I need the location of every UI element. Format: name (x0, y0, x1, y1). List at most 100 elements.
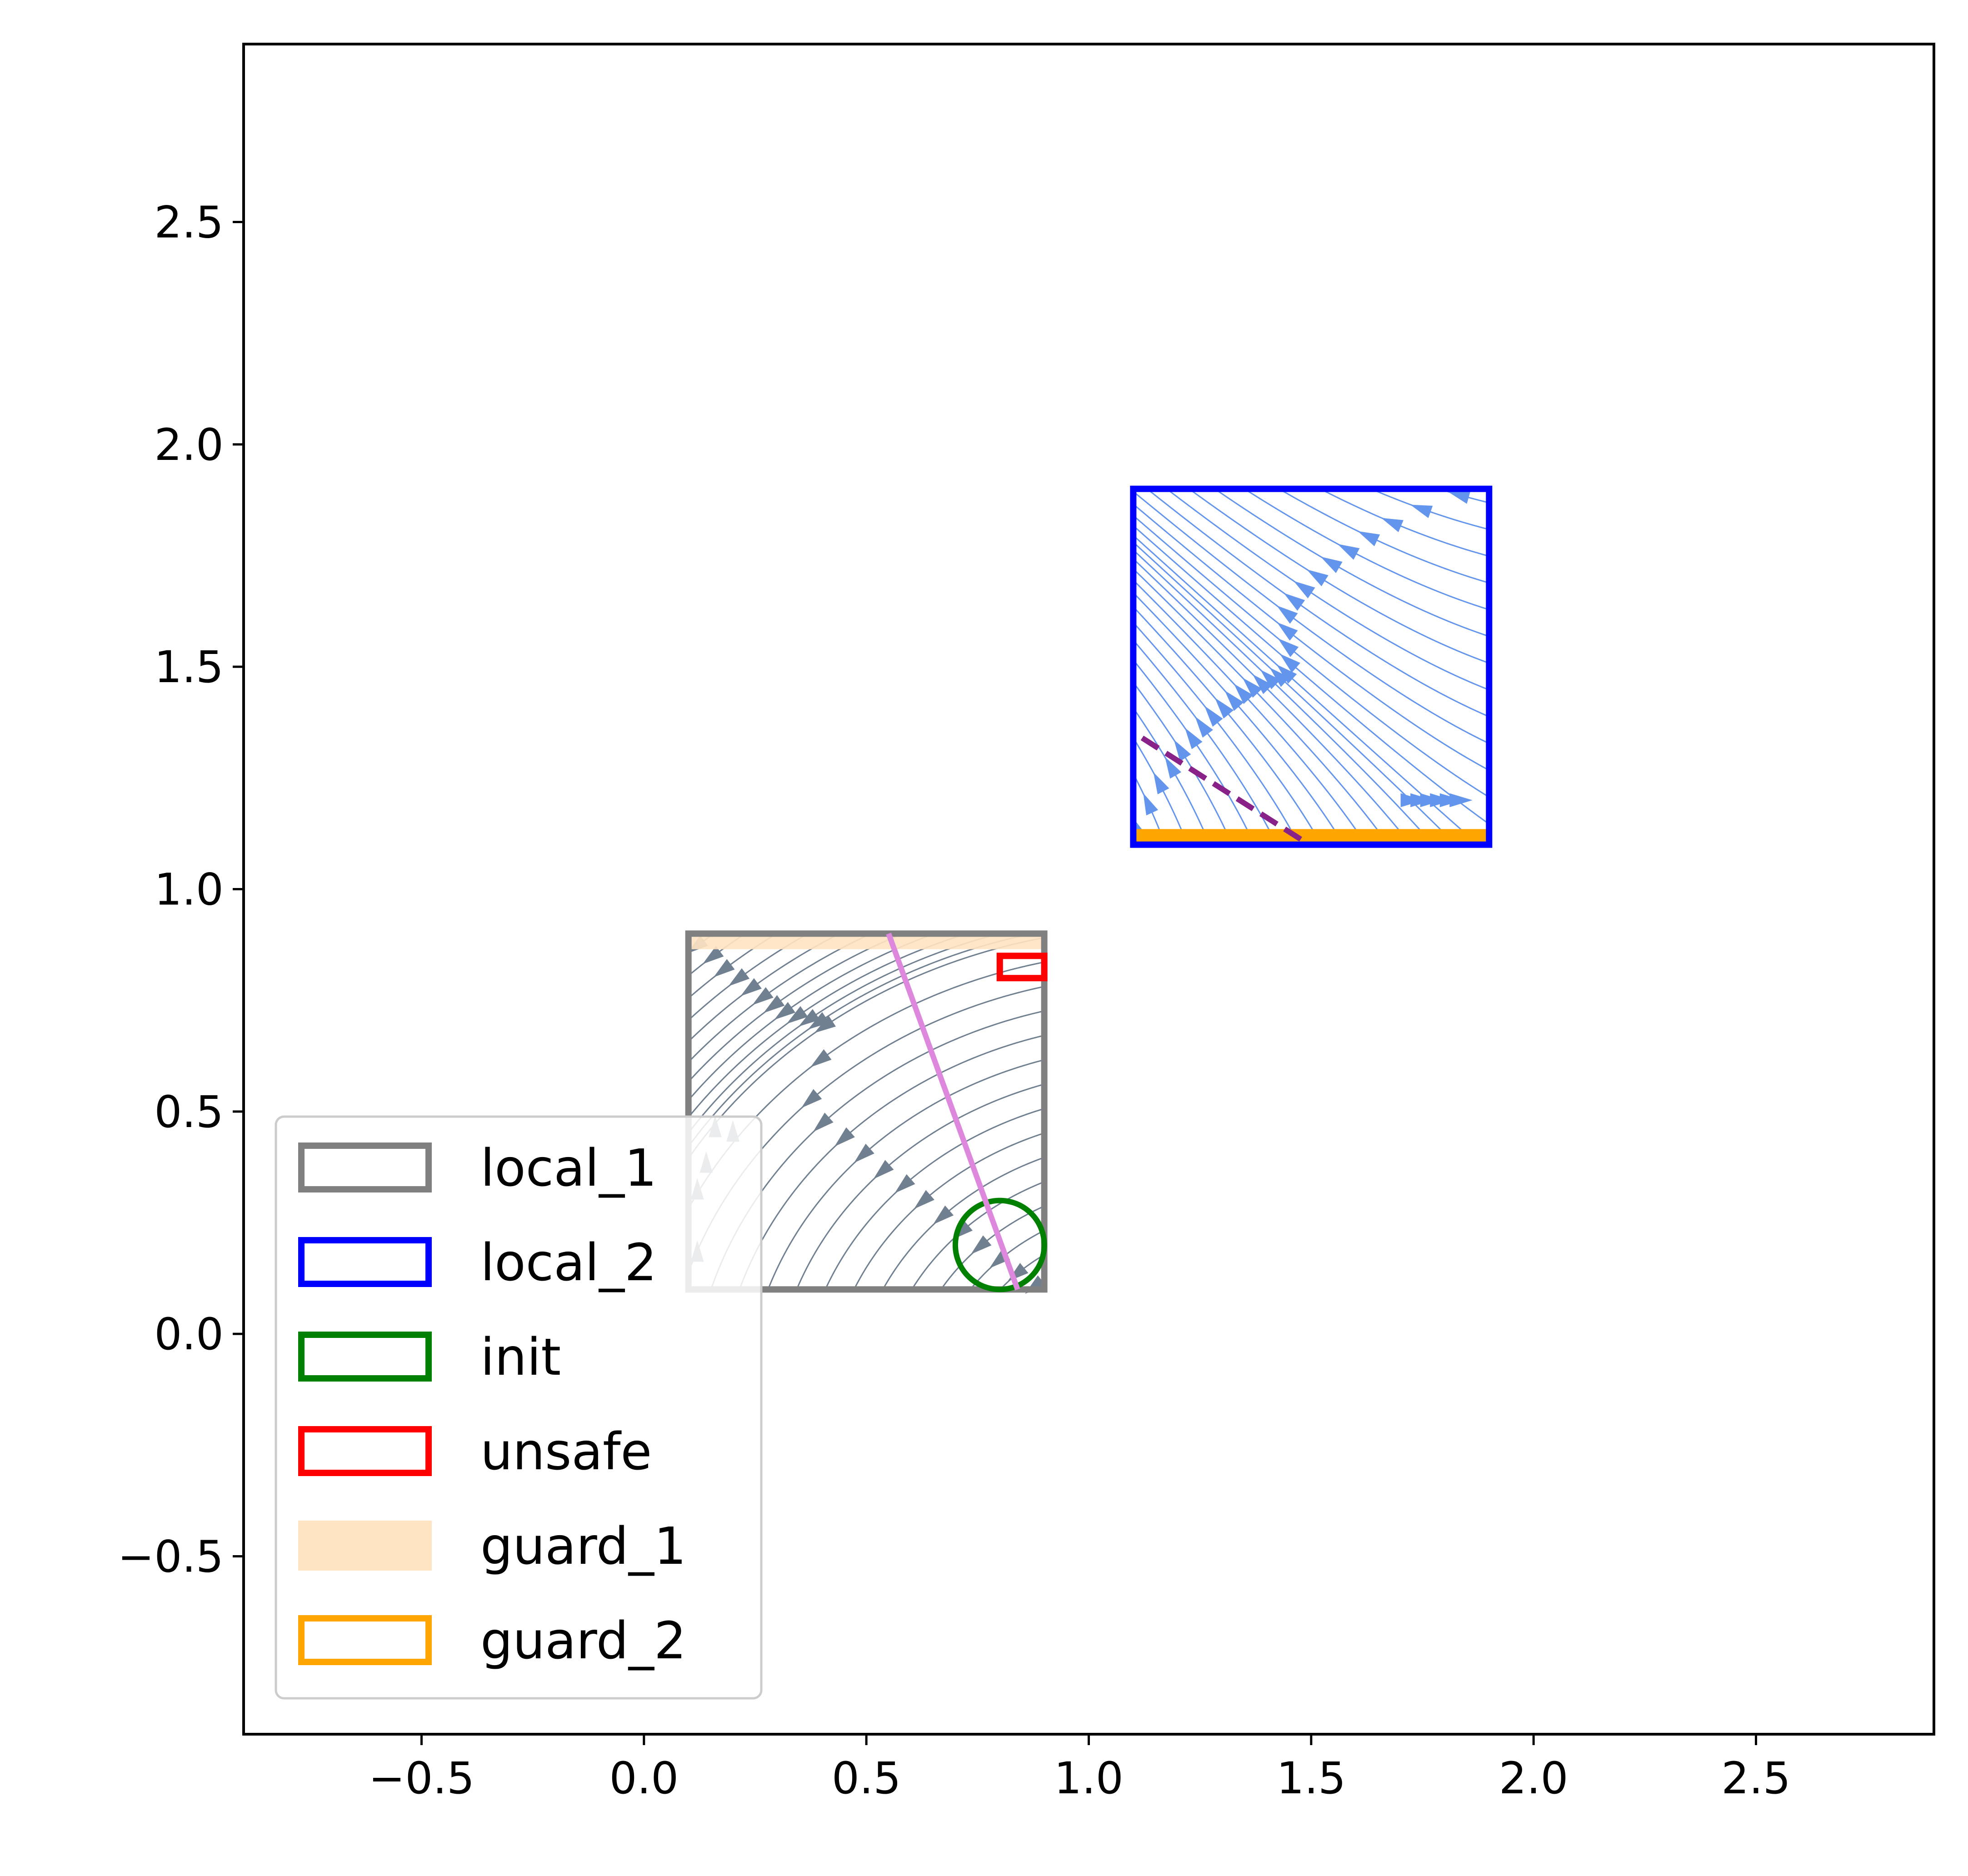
streamline (1133, 593, 1343, 843)
streamline (689, 935, 991, 1132)
trajectory-line-1 (886, 933, 1020, 1291)
y-tick-label: 0.0 (154, 1309, 224, 1360)
stream-arrow (1284, 593, 1305, 611)
x-tick-label: 0.0 (609, 1753, 679, 1804)
stream-arrow (1174, 739, 1191, 762)
streamline (797, 1084, 1043, 1288)
x-tick-label: 2.5 (1721, 1753, 1791, 1804)
stream-arrow (752, 987, 774, 1005)
stream-arrow (808, 1012, 829, 1030)
stream-arrow (1260, 669, 1281, 689)
y-tick-label: 2.0 (154, 419, 224, 470)
axes: −0.5 0.0 0.5 1.0 1.5 2.0 2.5 −0.5 0.0 0.5 1.0 1.5 2.… (118, 43, 1935, 1804)
streamline (1245, 489, 1487, 610)
streamline (1133, 659, 1254, 843)
legend-swatch-local-1 (298, 1143, 432, 1192)
stream-arrow (1195, 716, 1214, 738)
stream-arrow (1306, 569, 1329, 587)
streamline (1133, 525, 1488, 823)
legend-swatch-guard-2 (298, 1615, 432, 1665)
region-unsafe (996, 953, 1048, 982)
stream-arrow (914, 1190, 934, 1209)
streamline (1133, 559, 1410, 843)
stream-arrow (1410, 504, 1433, 518)
stream-arrow (1449, 793, 1473, 808)
streamline (1134, 505, 1488, 770)
y-tick-label: 0.5 (154, 1087, 224, 1138)
legend-swatch-unsafe (298, 1426, 432, 1476)
legend-label-guard-1: guard_1 (480, 1517, 686, 1576)
streamline (688, 935, 960, 1118)
streamline (688, 935, 898, 1082)
stream-arrow (810, 1049, 832, 1068)
stream-arrow (933, 1205, 954, 1225)
streamline (883, 1158, 1043, 1288)
region-local-1 (685, 930, 1048, 1293)
streamline (1134, 550, 1432, 843)
stream-arrow (774, 1002, 796, 1020)
stream-arrow (740, 978, 762, 996)
y-tick-label: 1.5 (154, 642, 224, 693)
streamline (688, 935, 836, 1042)
streamline (1134, 542, 1454, 843)
streamline (768, 1059, 1043, 1288)
streamline (1134, 641, 1276, 843)
y-tick-label: −0.5 (118, 1532, 224, 1582)
stream-arrow (1143, 793, 1159, 816)
y-tick-label: 1.0 (154, 864, 224, 915)
streamline (1133, 535, 1476, 843)
stream-arrow (1278, 638, 1299, 657)
legend-swatch-guard-1 (298, 1521, 432, 1571)
stream-arrow (801, 1089, 822, 1108)
stream-arrow (971, 1235, 992, 1254)
streamline (1133, 622, 1299, 843)
region-local-2 (1130, 485, 1493, 848)
legend-label-guard-2: guard_2 (480, 1612, 686, 1671)
x-tick-label: 2.0 (1499, 1753, 1568, 1804)
stream-arrow (1165, 757, 1182, 779)
stream-arrow (763, 995, 785, 1013)
streamline (1189, 489, 1487, 663)
stream-arrow (1224, 690, 1244, 711)
legend-label-init: init (480, 1328, 561, 1387)
streamline (911, 1182, 1043, 1290)
stream-arrow (1214, 698, 1234, 719)
stream-arrow (873, 1160, 894, 1179)
stream-arrow (702, 946, 724, 964)
legend-label-local-2: local_2 (480, 1233, 657, 1292)
streamline (688, 935, 1023, 1147)
stream-arrow (1358, 531, 1380, 547)
regions (685, 485, 1493, 1293)
stream-arrow (798, 1009, 820, 1027)
streamline (1148, 489, 1488, 717)
streamline (1133, 683, 1232, 843)
streamline (1321, 489, 1487, 556)
stream-arrow (1276, 664, 1297, 684)
stream-arrow (894, 1174, 915, 1193)
streamline (1133, 515, 1488, 797)
stream-arrow (1381, 518, 1404, 533)
streamline (1214, 489, 1487, 637)
stream-arrow (786, 1006, 808, 1024)
stream-arrow (814, 1015, 836, 1033)
stream-arrow (1204, 706, 1223, 727)
streamline (1134, 570, 1388, 843)
streamlines-local-2 (1132, 489, 1488, 843)
legend-swatch-init (298, 1332, 432, 1382)
stream-arrow (1279, 654, 1300, 673)
trajectory-lines (886, 735, 1304, 1291)
legend-swatch-local-2 (298, 1237, 432, 1287)
streamline (688, 935, 867, 1063)
y-tick-label: 2.5 (154, 197, 224, 248)
stream-arrow (1252, 674, 1273, 694)
stream-arrow (728, 968, 750, 987)
stream-arrow (1242, 678, 1263, 698)
stream-arrow (1269, 667, 1290, 687)
legend-label-unsafe: unsafe (480, 1422, 652, 1482)
trajectory-line-2 (1140, 735, 1304, 843)
stream-arrow (714, 959, 735, 978)
stream-arrow (813, 1113, 834, 1132)
x-tick-label: 0.5 (832, 1753, 901, 1804)
stream-arrow (1153, 772, 1169, 794)
